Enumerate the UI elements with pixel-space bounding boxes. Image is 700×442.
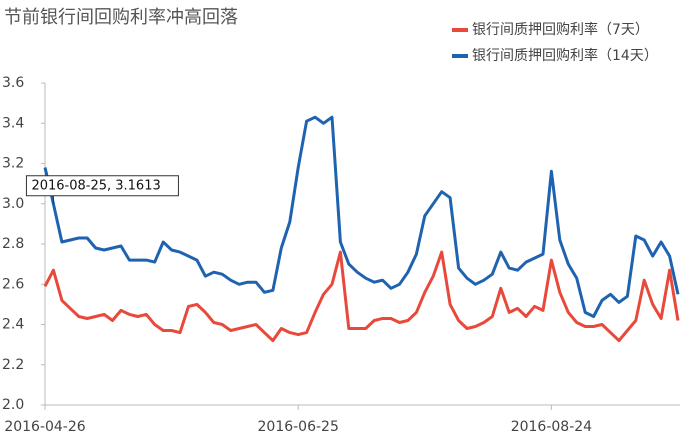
series-line — [43, 115, 680, 318]
y-tick-label: 2.0 — [2, 397, 24, 413]
y-tick-label: 3.6 — [2, 75, 24, 91]
series-line — [43, 250, 680, 343]
x-tick-label: 2016-08-24 — [511, 419, 592, 435]
y-tick-label: 3.4 — [2, 115, 24, 131]
annotation-box — [25, 175, 179, 197]
y-tick-label: 2.6 — [2, 276, 24, 292]
x-tick-label: 2016-04-26 — [4, 419, 85, 435]
y-tick-label: 2.8 — [2, 236, 24, 252]
y-tick-label: 2.4 — [2, 317, 24, 333]
y-tick-label: 2.2 — [2, 357, 24, 373]
y-tick-label: 3.0 — [2, 196, 24, 212]
annotation: 2016-08-25, 3.1613 — [31, 178, 160, 193]
chart-title: 节前银行间回购利率冲高回落 — [4, 7, 238, 28]
x-tick-label: 2016-06-25 — [258, 419, 339, 435]
legend-label: 银行间质押回购利率（7天） — [472, 21, 649, 38]
legend-label: 银行间质押回购利率（14天） — [472, 47, 658, 64]
y-tick-label: 3.2 — [2, 156, 24, 172]
